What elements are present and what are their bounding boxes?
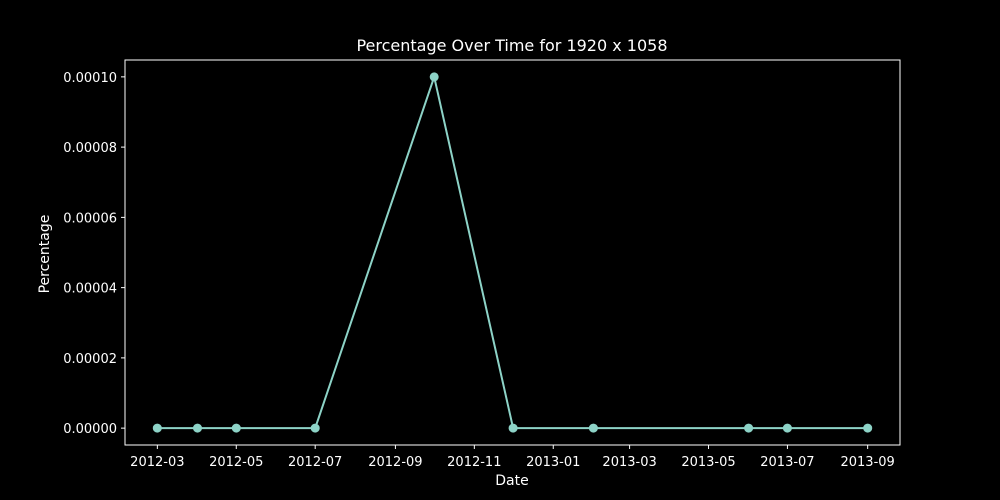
x-tick-label: 2012-11 [447,455,501,470]
chart-title: Percentage Over Time for 1920 x 1058 [356,36,667,55]
x-tick-label: 2012-05 [209,455,263,470]
data-point [508,423,518,433]
data-point [310,423,320,433]
data-point [152,423,162,433]
x-axis: 2012-03 2012-05 2012-07 2012-09 2012-11 2013-… [130,445,895,470]
data-point [193,423,202,433]
x-tick-label: 2013-01 [526,455,580,470]
data-point [231,423,241,433]
x-tick-label: 2013-03 [602,455,656,470]
x-tick-label: 2012-07 [288,455,342,470]
y-tick-label: 0.00008 [63,141,117,156]
y-tick-label: 0.00004 [63,282,117,297]
data-point [429,72,439,82]
data-point [782,423,792,433]
plot-area-frame [124,59,901,446]
y-tick-label: 0.00000 [63,422,117,437]
x-tick-label: 2013-05 [681,455,735,470]
y-tick-label: 0.00006 [63,211,117,226]
x-tick-label: 2012-03 [130,455,184,470]
x-tick-label: 2012-09 [368,455,422,470]
x-axis-label: Date [495,473,528,489]
data-point [588,423,598,433]
y-tick-label: 0.00010 [63,71,117,86]
series-line [157,73,868,430]
series-points [152,72,873,433]
x-tick-label: 2013-09 [840,455,894,470]
y-axis: 0.00000 0.00002 0.00004 0.00006 0.00008 0.000… [63,71,125,437]
data-point [863,423,873,433]
y-axis-label: Percentage [37,215,53,294]
y-tick-label: 0.00002 [63,352,117,367]
x-tick-label: 2013-07 [760,455,814,470]
data-point [744,423,754,433]
